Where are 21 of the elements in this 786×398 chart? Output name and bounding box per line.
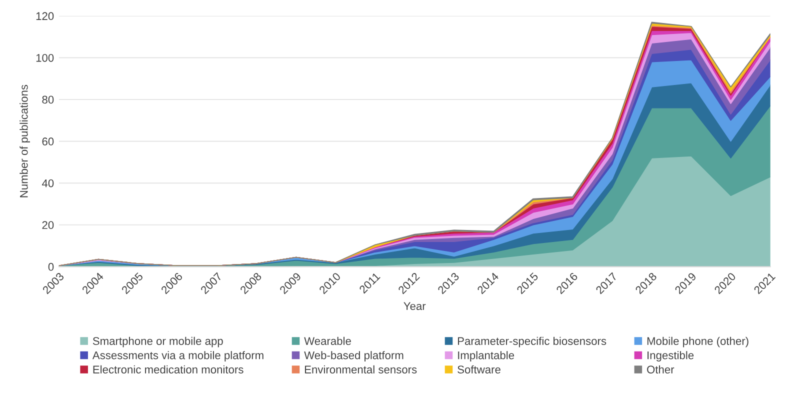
legend-label: Software [458,365,500,374]
y-tick-label: 120 [36,12,54,20]
legend-label: Web-based platform [304,351,404,362]
y-tick-label: 40 [42,179,54,188]
legend-label: Parameter-specific biosensors [458,336,606,348]
legend-label: Electronic medication monitors [93,365,244,374]
legend-label: Ingestible [648,351,694,362]
legend-label: Other [647,365,674,374]
legend-label: Implantable [458,351,514,362]
y-tick-label: 100 [36,54,54,62]
y-axis-title: Number of publications [20,84,30,198]
y-tick-label: 0 [48,262,54,271]
y-tick-label: 20 [42,221,54,230]
legend-label: Environmental sensors [304,365,417,374]
x-axis-title: Year [404,302,426,310]
y-tick-label: 80 [42,96,54,104]
legend-label: Assessments via a mobile platform [92,351,264,362]
legend-label: Wearable [304,336,351,345]
y-tick-label: 60 [42,138,54,146]
legend-label: Smartphone or mobile app [92,336,223,348]
legend-label: Mobile phone (other) [647,336,748,348]
